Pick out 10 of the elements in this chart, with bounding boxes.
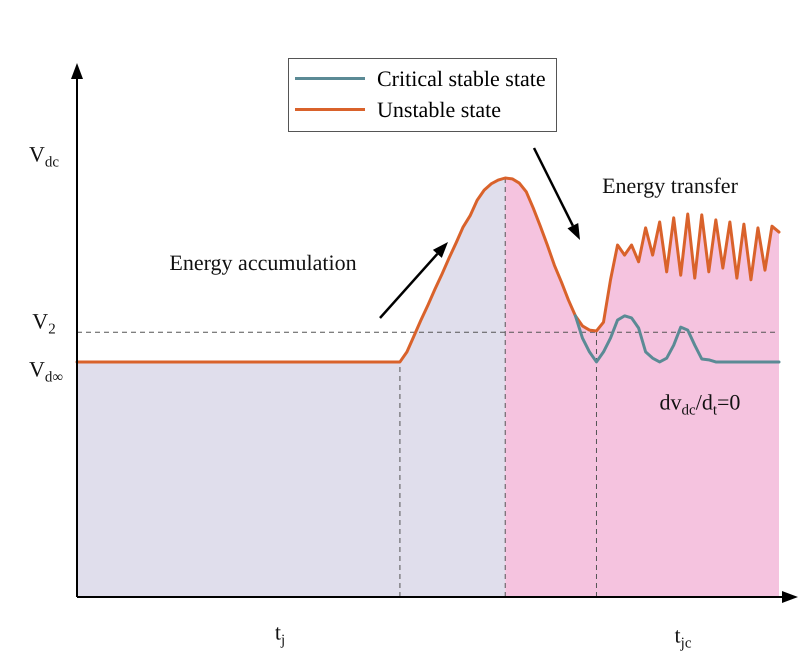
annotation: Energy accumulation — [169, 250, 357, 275]
y-axis-title: V$_{dc}$ — [28, 141, 60, 171]
legend-label: Critical stable state — [377, 66, 546, 92]
text: V$_{d∞}$ — [28, 356, 64, 386]
ref-line-label: V$_{2}$ — [32, 308, 56, 338]
annotation: Energy transfer — [602, 173, 738, 198]
text: t$_{j}$ — [274, 619, 286, 649]
annotation: dv$_{dc}$/d$_{t}$=0 — [660, 389, 740, 419]
legend-label: Unstable state — [377, 96, 502, 122]
text: t$_{jc}$ — [674, 622, 692, 652]
